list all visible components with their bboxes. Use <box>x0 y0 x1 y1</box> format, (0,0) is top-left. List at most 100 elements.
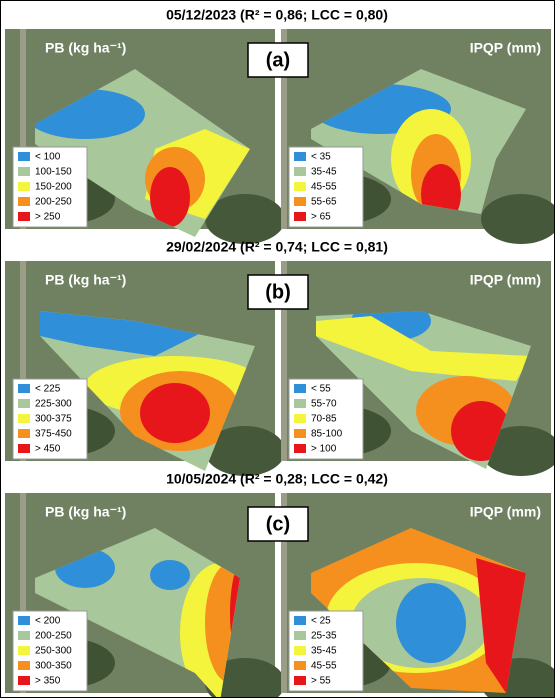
legend-label: 45-55 <box>311 182 337 193</box>
road <box>20 493 26 693</box>
legend-swatch <box>18 384 30 393</box>
zone <box>205 563 240 683</box>
legend-swatch <box>18 197 30 206</box>
legend-swatch <box>18 676 30 685</box>
map-label: PB (kg ha⁻¹) <box>45 40 126 56</box>
legend-swatch <box>294 167 306 176</box>
panel-label-box <box>247 42 309 78</box>
legend-swatch <box>294 429 306 438</box>
map-panel: PB (kg ha⁻¹) < 200 200-250 250-300 300-350 > … <box>5 493 285 697</box>
legend-swatch <box>294 646 306 655</box>
legend-swatch <box>294 212 306 221</box>
legend-label: 200-250 <box>35 631 72 642</box>
panel-label: (a) <box>266 49 290 71</box>
legend-swatch <box>18 152 30 161</box>
zone <box>316 316 531 381</box>
legend: < 25 25-35 35-45 45-55 > 55 <box>288 610 364 692</box>
legend-label: < 100 <box>35 152 61 163</box>
legend-label: 300-375 <box>35 414 72 425</box>
legend-swatch <box>294 414 306 423</box>
zones <box>35 89 250 227</box>
legend-label: > 55 <box>311 676 331 687</box>
legend-swatch <box>18 444 30 453</box>
zones <box>326 558 526 693</box>
legend-swatch <box>18 616 30 625</box>
legend-swatch <box>18 212 30 221</box>
legend-label: < 25 <box>311 616 331 627</box>
legend-label: 300-350 <box>35 661 72 672</box>
legend-label: 35-45 <box>311 167 337 178</box>
legend-label: < 225 <box>35 384 61 395</box>
legend-label: 375-450 <box>35 429 72 440</box>
map-label: PB (kg ha⁻¹) <box>45 504 126 520</box>
legend: < 100 100-150 150-200 200-250 > 250 <box>12 146 88 228</box>
legend-label: > 450 <box>35 444 61 455</box>
legend-swatch <box>294 399 306 408</box>
legend-swatch <box>294 444 306 453</box>
legend-swatch <box>18 631 30 640</box>
map-panel: PB (kg ha⁻¹) < 100 100-150 150-200 200-250 > … <box>5 29 285 244</box>
legend: < 225 225-300 300-375 375-450 > 450 <box>12 378 88 460</box>
legend-swatch <box>18 167 30 176</box>
legend-swatch <box>294 676 306 685</box>
panel-label: (b) <box>265 281 291 303</box>
legend-swatch <box>294 197 306 206</box>
zones <box>40 311 255 451</box>
legend-swatch <box>18 661 30 670</box>
panel-label: (c) <box>266 513 290 535</box>
legend-swatch <box>294 152 306 161</box>
legend-label: > 65 <box>311 212 331 223</box>
row-title: 10/05/2024 (R² = 0,28; LCC = 0,42) <box>166 471 388 487</box>
legend-swatch <box>294 384 306 393</box>
road <box>20 261 26 461</box>
zone <box>140 383 210 443</box>
map-label: IPQP (mm) <box>470 272 541 288</box>
legend-swatch <box>18 414 30 423</box>
zone <box>40 311 205 356</box>
legend-swatch <box>18 182 30 191</box>
legend-swatch <box>294 661 306 670</box>
map-panel: IPQP (mm) < 35 35-45 45-55 55-65 > 65 <box>281 29 554 244</box>
legend: < 35 35-45 45-55 55-65 > 65 <box>288 146 364 228</box>
legend-label: 55-70 <box>311 399 337 410</box>
legend-label: > 350 <box>35 676 61 687</box>
legend-label: 55-65 <box>311 197 337 208</box>
map-panel: IPQP (mm) < 55 55-70 70-85 85-100 > 100 <box>281 261 554 476</box>
legend-swatch <box>294 616 306 625</box>
legend-swatch <box>294 182 306 191</box>
zone <box>150 167 190 227</box>
tree-cluster <box>481 426 554 476</box>
tree-cluster <box>205 194 285 244</box>
road <box>20 29 26 229</box>
legend: < 200 200-250 250-300 300-350 > 350 <box>12 610 88 692</box>
legend-label: 45-55 <box>311 661 337 672</box>
row-title: 29/02/2024 (R² = 0,74; LCC = 0,81) <box>166 239 388 255</box>
map-panel: PB (kg ha⁻¹) < 225 225-300 300-375 375-450 > … <box>5 261 285 476</box>
zones <box>316 311 531 461</box>
legend-swatch <box>18 429 30 438</box>
map-label: IPQP (mm) <box>470 504 541 520</box>
legend-label: 85-100 <box>311 429 343 440</box>
legend-label: > 250 <box>35 212 61 223</box>
legend-label: > 100 <box>311 444 337 455</box>
legend-label: 35-45 <box>311 646 337 657</box>
legend-label: 225-300 <box>35 399 72 410</box>
zone <box>396 583 466 663</box>
legend-label: < 200 <box>35 616 61 627</box>
road <box>281 29 287 229</box>
panel-label-box <box>247 506 309 542</box>
row-title: 05/12/2023 (R² = 0,86; LCC = 0,80) <box>166 7 388 23</box>
map-label: IPQP (mm) <box>470 40 541 56</box>
legend-label: < 55 <box>311 384 331 395</box>
legend-label: < 35 <box>311 152 331 163</box>
legend-label: 70-85 <box>311 414 337 425</box>
map-panel: IPQP (mm) < 25 25-35 35-45 45-55 > 55 <box>281 493 554 697</box>
legend-label: 25-35 <box>311 631 337 642</box>
legend-swatch <box>18 399 30 408</box>
road <box>281 261 287 461</box>
legend-label: 100-150 <box>35 167 72 178</box>
legend-swatch <box>18 646 30 655</box>
panel-label-box <box>247 274 309 310</box>
